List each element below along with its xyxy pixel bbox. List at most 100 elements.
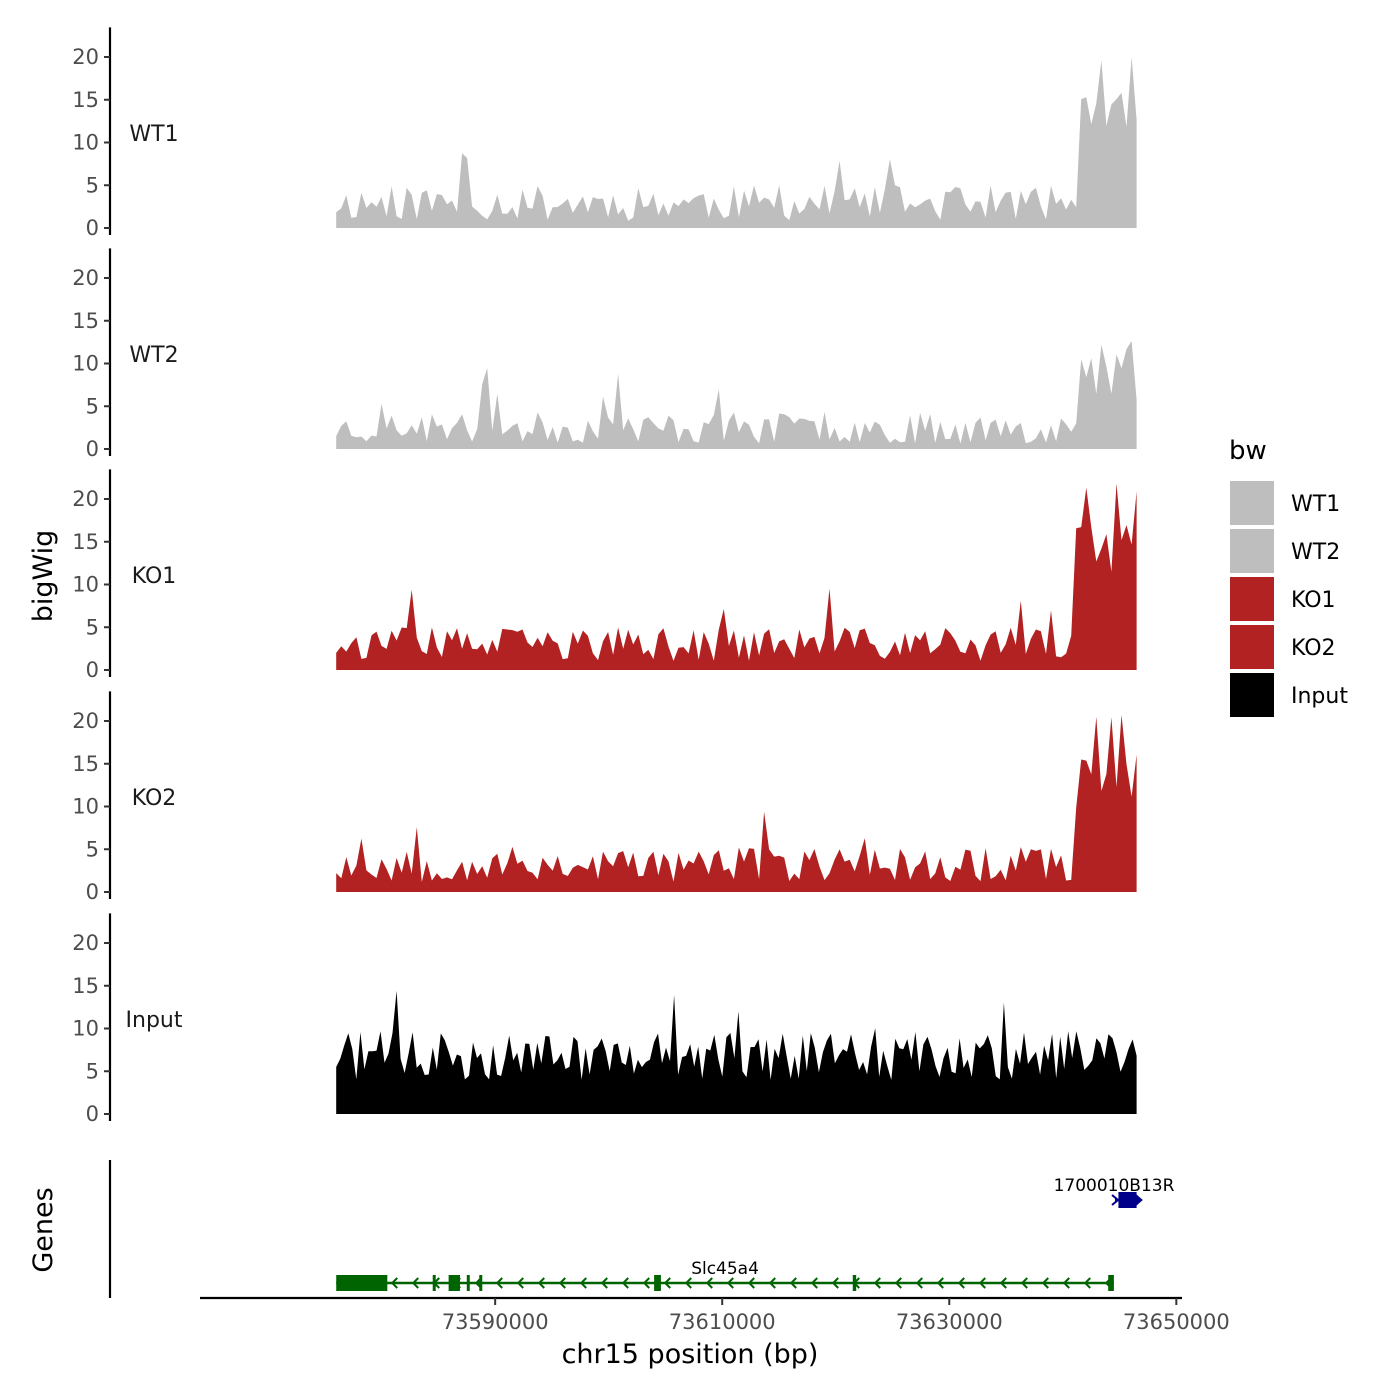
strand-arrow [1111,1194,1120,1206]
strand-arrow [894,1277,902,1289]
y-tick-label: 20 [72,266,99,290]
y-tick-label: 10 [72,573,99,597]
gene-slc45a4: Slc45a4 [336,1259,1114,1291]
strand-arrow [600,1277,608,1289]
strand-arrow [747,1277,755,1289]
x-tick-label: 73630000 [896,1310,1003,1334]
y-tick-label: 10 [72,352,99,376]
exon [1108,1275,1114,1291]
strand-arrow [768,1277,776,1289]
strand-arrow [1134,1193,1143,1207]
strand-arrow [831,1277,839,1289]
x-tick-label: 73590000 [442,1310,549,1334]
strand-arrow [1041,1277,1049,1289]
strand-arrow [1020,1277,1028,1289]
y-tick-label: 20 [72,45,99,69]
track-input: 0 5 10 15 20 Input [72,913,1137,1126]
y-tick-label: 5 [86,837,99,861]
legend-key-wt2 [1230,529,1274,573]
gene-1700010b13rik: 1700010B13R [1054,1176,1175,1208]
strand-arrow [810,1277,818,1289]
strand-arrow [978,1277,986,1289]
signal-area-input [336,990,1137,1114]
strand-arrow [789,1277,797,1289]
y-tick-label: 5 [86,173,99,197]
legend-label-ko1: KO1 [1291,588,1336,613]
y-tick-label: 15 [72,309,99,333]
strand-arrow [516,1277,524,1289]
strand-arrow [558,1277,566,1289]
track-label-ko1: KO1 [132,564,177,589]
y-tick-label: 15 [72,530,99,554]
y-tick-label: 5 [86,1059,99,1083]
gene-label: 1700010B13R [1054,1176,1175,1196]
y-tick-label: 15 [72,752,99,776]
strand-arrow [390,1277,398,1289]
strand-arrow [999,1277,1007,1289]
x-tick-label: 73610000 [669,1310,776,1334]
strand-arrow [936,1277,944,1289]
signal-area-ko1 [336,483,1137,670]
track-ko2: 0 5 10 15 20 KO2 [72,691,1137,904]
strand-arrow [663,1277,671,1289]
track-label-wt1: WT1 [129,122,178,147]
exon [432,1275,436,1291]
exon [852,1275,857,1291]
signal-area-ko2 [336,714,1137,892]
legend-key-ko1 [1230,577,1274,621]
exon [466,1275,470,1291]
x-axis: 73590000 73610000 73630000 73650000 [200,1296,1230,1334]
y-tick-label: 0 [86,880,99,904]
x-axis-title: chr15 position (bp) [562,1339,819,1370]
y-tick-label: 0 [86,437,99,461]
strand-arrow [411,1277,419,1289]
legend-label-wt2: WT2 [1291,540,1340,565]
legend-title: bw [1229,436,1267,466]
strand-arrow [684,1277,692,1289]
y-tick-label: 5 [86,615,99,639]
y-tick-label: 10 [72,131,99,155]
strand-arrow [495,1277,503,1289]
y-axis-title-genes: Genes [28,1187,59,1272]
strand-arrow [705,1277,713,1289]
y-tick-label: 20 [72,709,99,733]
legend-label-wt1: WT1 [1291,492,1340,517]
track-wt1: 0 5 10 15 20 WT1 [72,27,1137,240]
y-tick-label: 15 [72,88,99,112]
exon [336,1275,388,1291]
y-tick-label: 20 [72,487,99,511]
y-tick-label: 10 [72,795,99,819]
strand-arrow [915,1277,923,1289]
legend-key-input [1230,673,1274,717]
exon [1118,1192,1137,1208]
strand-arrow [642,1277,650,1289]
y-tick-label: 10 [72,1017,99,1041]
strand-arrow [621,1277,629,1289]
legend: bw WT1 WT2 KO1 KO2 Input [1229,436,1348,717]
strand-arrow [579,1277,587,1289]
legend-key-wt1 [1230,481,1274,525]
exon [654,1275,661,1291]
legend-label-input: Input [1291,684,1348,709]
track-wt2: 0 5 10 15 20 WT2 [72,248,1137,461]
strand-arrow [1062,1277,1070,1289]
gene-label: Slc45a4 [691,1259,759,1279]
strand-arrow [873,1277,881,1289]
track-label-input: Input [126,1008,183,1033]
track-label-wt2: WT2 [129,343,178,368]
y-tick-label: 0 [86,1102,99,1126]
gene-annotation-track: Slc45a4 1700010B13R [108,1160,1175,1298]
track-label-ko2: KO2 [132,786,177,811]
y-axis-title-bigwig: bigWig [28,530,59,623]
y-tick-label: 0 [86,658,99,682]
y-tick-label: 0 [86,216,99,240]
strand-arrow [957,1277,965,1289]
strand-arrow [726,1277,734,1289]
exon [479,1275,483,1291]
bigwig-tracks: 0 5 10 15 20 WT1 0 5 10 15 20 WT2 0 5 10 15 20 KO1 0 5 10 15 2… [72,27,1137,1126]
legend-label-ko2: KO2 [1291,636,1336,661]
y-tick-label: 5 [86,394,99,418]
signal-area-wt2 [336,341,1137,449]
y-tick-label: 15 [72,974,99,998]
y-tick-label: 20 [72,931,99,955]
